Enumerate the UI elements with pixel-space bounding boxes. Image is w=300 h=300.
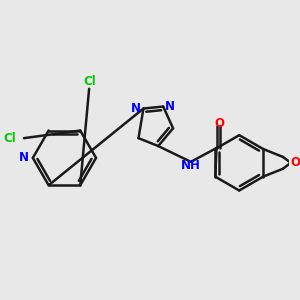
Text: N: N [165, 100, 175, 113]
Text: Cl: Cl [84, 75, 97, 88]
Text: Cl: Cl [3, 132, 16, 145]
Text: NH: NH [181, 159, 201, 172]
Text: N: N [130, 102, 140, 115]
Text: O: O [214, 117, 224, 130]
Text: N: N [19, 152, 29, 164]
Text: O: O [291, 156, 300, 169]
